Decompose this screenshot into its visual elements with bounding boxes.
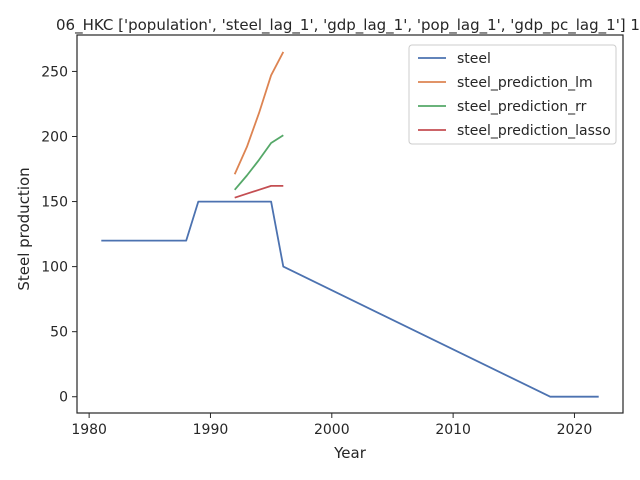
y-tick-label-1: 50	[50, 325, 68, 341]
x-axis-label: Year	[333, 444, 367, 462]
x-tick-label-0: 1980	[71, 422, 107, 438]
y-tick-label-5: 250	[41, 64, 68, 80]
legend-label-1: steel_prediction_lm	[457, 75, 593, 91]
legend-box	[408, 44, 617, 145]
series-line-1	[233, 51, 285, 175]
legend-label-3: steel_prediction_lasso	[457, 123, 611, 139]
y-tick-label-2: 100	[41, 260, 68, 276]
chart-title: 06_HKC ['population', 'steel_lag_1', 'gd…	[56, 16, 640, 35]
y-tick-label-4: 200	[41, 129, 68, 145]
legend-label-0: steel	[457, 51, 491, 67]
y-tick-label-0: 0	[59, 390, 68, 406]
series-line-2	[234, 134, 284, 191]
y-axis-ticks: 0 50 100 150 200 250	[41, 64, 77, 406]
plot-area	[76, 34, 624, 414]
y-tick-label-3: 150	[41, 195, 68, 211]
x-tick-label-4: 2020	[557, 422, 593, 438]
series-line-3	[234, 185, 284, 199]
legend: steel steel_prediction_lm steel_prediction…	[408, 44, 617, 145]
y-axis-label: Steel production	[15, 167, 33, 290]
series-line-0	[101, 200, 599, 398]
x-tick-label-2: 2000	[314, 422, 350, 438]
legend-label-2: steel_prediction_rr	[457, 99, 587, 115]
x-tick-label-3: 2010	[435, 422, 471, 438]
x-axis-ticks: 1980 1990 2000 2010 2020	[71, 413, 592, 438]
plot-frame	[76, 34, 624, 414]
x-tick-label-1: 1990	[193, 422, 229, 438]
